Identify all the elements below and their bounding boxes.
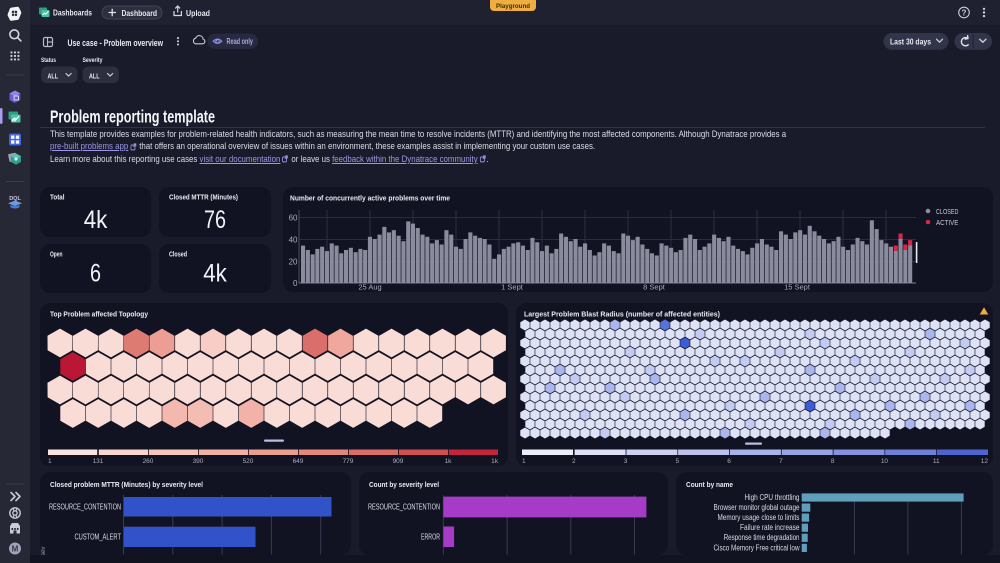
- svg-text:Playground: Playground: [496, 3, 530, 10]
- svg-text:Problem reporting template: Problem reporting template: [50, 107, 215, 127]
- svg-text:Severity: Severity: [83, 57, 103, 64]
- svg-text:High CPU throttling: High CPU throttling: [745, 493, 800, 502]
- svg-text:Response time degradation: Response time degradation: [724, 533, 800, 542]
- svg-text:Total: Total: [50, 195, 65, 202]
- svg-text:649: 649: [293, 458, 304, 465]
- svg-text:7: 7: [779, 458, 783, 465]
- svg-text:RESOURCE_CONTENTION: RESOURCE_CONTENTION: [368, 503, 440, 512]
- svg-text:Closed MTTR (Minutes): Closed MTTR (Minutes): [169, 195, 238, 202]
- svg-text:909: 909: [393, 458, 404, 465]
- svg-text:Browser monitor global outage: Browser monitor global outage: [714, 503, 800, 512]
- svg-text:Open: Open: [50, 252, 63, 259]
- svg-text:Memory usage close to limits: Memory usage close to limits: [718, 513, 800, 522]
- svg-text:1k: 1k: [491, 458, 499, 465]
- svg-text:Largest Problem Blast Radius (: Largest Problem Blast Radius (number of …: [524, 310, 720, 319]
- svg-text:6: 6: [90, 260, 101, 288]
- svg-text:8: 8: [831, 458, 835, 465]
- svg-text:1 Sept: 1 Sept: [501, 283, 524, 292]
- svg-text:RESOURCE_CONTENTION: RESOURCE_CONTENTION: [49, 503, 121, 512]
- svg-text:12: 12: [981, 458, 989, 465]
- svg-text:40: 40: [289, 235, 298, 244]
- svg-text:ACTIVE: ACTIVE: [936, 218, 958, 227]
- svg-text:779: 779: [343, 458, 354, 465]
- svg-text:ALL: ALL: [89, 74, 100, 81]
- svg-text:Number of concurrently active: Number of concurrently active problems o…: [290, 194, 450, 203]
- svg-text:15 Sept: 15 Sept: [784, 283, 811, 292]
- svg-text:Failure rate increase: Failure rate increase: [740, 523, 800, 532]
- svg-text:Use case - Problem overview: Use case - Problem overview: [68, 38, 164, 48]
- svg-text:Dashboard: Dashboard: [122, 8, 158, 18]
- svg-text:1: 1: [48, 458, 52, 465]
- svg-text:8 Sept: 8 Sept: [643, 283, 666, 292]
- svg-text:Upload: Upload: [186, 8, 210, 18]
- svg-text:Top Problem affected Topology: Top Problem affected Topology: [50, 310, 149, 319]
- svg-text:CLOSED: CLOSED: [936, 207, 959, 216]
- svg-text:Closed: Closed: [169, 252, 187, 259]
- svg-text:390: 390: [193, 458, 204, 465]
- svg-text:1k: 1k: [445, 458, 453, 465]
- svg-text:Dashboards: Dashboards: [53, 8, 92, 18]
- svg-text:76: 76: [204, 206, 226, 234]
- svg-text:25 Aug: 25 Aug: [358, 283, 381, 292]
- svg-text:11: 11: [933, 458, 940, 465]
- svg-text:4k: 4k: [84, 206, 108, 234]
- svg-text:5: 5: [676, 458, 680, 465]
- svg-text:ERROR: ERROR: [421, 533, 440, 542]
- svg-text:0: 0: [293, 279, 298, 288]
- svg-text:M: M: [12, 545, 19, 554]
- svg-text:10: 10: [881, 458, 889, 465]
- svg-text:6: 6: [727, 458, 731, 465]
- svg-text:CUSTOM_ALERT: CUSTOM_ALERT: [75, 533, 122, 542]
- svg-text:ALL: ALL: [48, 74, 59, 81]
- svg-text:4k: 4k: [203, 260, 227, 288]
- svg-text:520: 520: [243, 458, 254, 465]
- svg-text:Last 30 days: Last 30 days: [890, 38, 931, 47]
- svg-text:3: 3: [624, 458, 628, 465]
- svg-text:?: ?: [962, 9, 967, 18]
- svg-text:20: 20: [289, 257, 298, 266]
- svg-text:DQL: DQL: [9, 196, 21, 202]
- svg-text:sev: sev: [41, 547, 47, 556]
- svg-text:260: 260: [143, 458, 154, 465]
- svg-text:Status: Status: [41, 57, 56, 64]
- svg-text:60: 60: [289, 213, 298, 222]
- svg-text:Count by severity level: Count by severity level: [369, 480, 439, 489]
- svg-text:1: 1: [522, 458, 526, 465]
- svg-text:131: 131: [93, 458, 104, 465]
- svg-text:Closed problem MTTR (Minutes): Closed problem MTTR (Minutes) by severit…: [50, 480, 203, 489]
- svg-text:Count by name: Count by name: [686, 480, 733, 489]
- svg-text:2: 2: [572, 458, 576, 465]
- svg-text:Cisco Memory Free critical low: Cisco Memory Free critical low: [714, 543, 800, 552]
- svg-text:Read only: Read only: [227, 37, 254, 46]
